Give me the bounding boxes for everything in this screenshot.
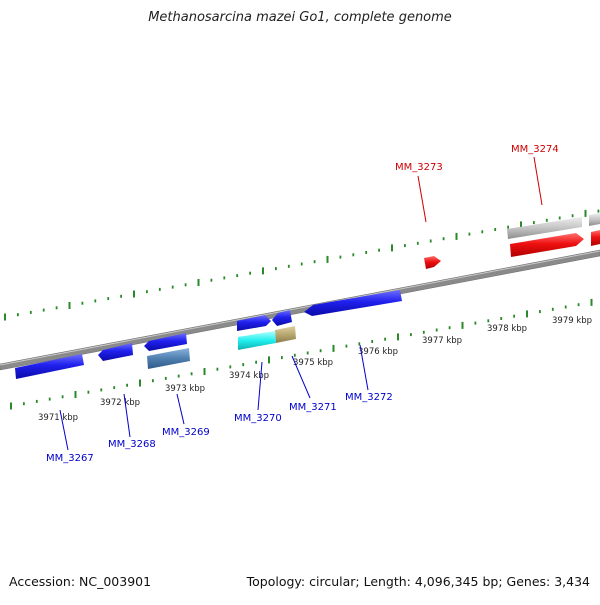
scale-label: 3978 kbp bbox=[487, 324, 527, 334]
backbone-highlight bbox=[0, 250, 600, 366]
gene-feature-mm-3270[interactable] bbox=[237, 315, 271, 331]
leader-line bbox=[417, 175, 427, 223]
leader-line bbox=[59, 409, 69, 451]
gene-label-mm-3273[interactable]: MM_3273 bbox=[395, 162, 443, 173]
gene-label-mm-3269[interactable]: MM_3269 bbox=[162, 427, 210, 438]
gene-label-mm-3267[interactable]: MM_3267 bbox=[46, 453, 94, 464]
gene-feature-mm-3267[interactable] bbox=[15, 354, 84, 379]
gene-feature[interactable] bbox=[275, 326, 296, 343]
lower-tick-track bbox=[10, 298, 593, 410]
scale-label: 3972 kbp bbox=[100, 398, 140, 408]
gene-feature[interactable] bbox=[589, 213, 600, 226]
upper-tick-track bbox=[4, 209, 600, 321]
gene-feature[interactable] bbox=[238, 331, 276, 350]
gene-label-mm-3268[interactable]: MM_3268 bbox=[108, 439, 156, 450]
leader-line bbox=[257, 361, 263, 411]
leader-line bbox=[176, 393, 185, 425]
genome-title: Methanosarcina mazei Go1, complete genom… bbox=[148, 10, 452, 25]
gene-label-mm-3270[interactable]: MM_3270 bbox=[234, 413, 282, 424]
scale-label: 3976 kbp bbox=[358, 347, 398, 357]
gene-feature-mm-3271[interactable] bbox=[272, 310, 292, 326]
leader-line bbox=[123, 393, 131, 438]
gene-label-mm-3274[interactable]: MM_3274 bbox=[511, 144, 559, 155]
gene-feature[interactable] bbox=[591, 230, 600, 246]
scale-label: 3979 kbp bbox=[552, 316, 592, 326]
accession-text: Accession: NC_003901 bbox=[9, 574, 152, 589]
scale-label: 3971 kbp bbox=[38, 413, 78, 423]
scale-label: 3975 kbp bbox=[293, 358, 333, 368]
gene-feature-mm-3268[interactable] bbox=[98, 343, 133, 361]
leader-line bbox=[533, 156, 543, 206]
gene-feature[interactable] bbox=[507, 217, 582, 239]
gene-feature-mm-3273[interactable] bbox=[424, 256, 441, 269]
scale-label: 3977 kbp bbox=[422, 336, 462, 346]
label-leaders bbox=[59, 156, 543, 451]
genome-summary-text: Topology: circular; Length: 4,096,345 bp… bbox=[246, 574, 590, 589]
leader-line bbox=[291, 355, 311, 399]
gene-label-mm-3272[interactable]: MM_3272 bbox=[345, 392, 393, 403]
leader-line bbox=[359, 344, 369, 391]
gene-feature-mm-3274[interactable] bbox=[510, 233, 584, 257]
gene-feature-mm-3272[interactable] bbox=[304, 290, 402, 316]
gene-label-mm-3271[interactable]: MM_3271 bbox=[289, 402, 337, 413]
scale-label: 3974 kbp bbox=[229, 371, 269, 381]
scale-label: 3973 kbp bbox=[165, 384, 205, 394]
gene-feature[interactable] bbox=[147, 348, 190, 369]
gene-feature-mm-3269[interactable] bbox=[144, 333, 187, 351]
